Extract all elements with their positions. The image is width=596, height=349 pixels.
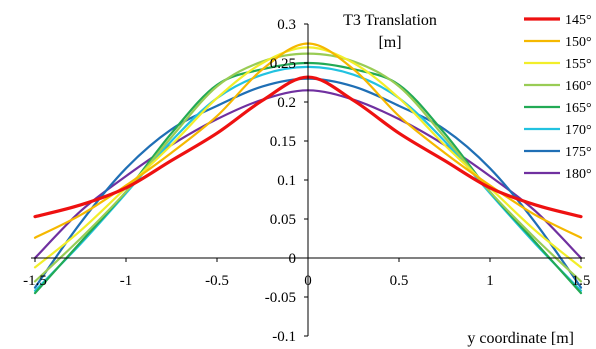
y-tick-label: -0.1	[272, 329, 296, 345]
y-tick-label: 0	[289, 251, 297, 267]
y-tick-label: 0.25	[270, 56, 296, 72]
y-tick-label: -0.05	[265, 290, 296, 306]
legend-label: 165°	[565, 101, 592, 116]
x-tick-label: 0	[304, 273, 312, 289]
tick-layer: -0.1 -0.05 0 0.05 0.1 0.15 0.2 0.25 0.3 -1.5 -1 -0.…	[23, 17, 590, 345]
x-tick-label: -1.5	[23, 273, 47, 289]
legend-label: 150°	[565, 35, 592, 50]
y-tick-label: 0.1	[277, 173, 296, 189]
legend-label: 170°	[565, 123, 592, 138]
y-tick-label: 0.2	[277, 95, 296, 111]
y-tick-label: 0.15	[270, 134, 296, 150]
x-axis-label: y coordinate [m]	[467, 330, 574, 347]
y-tick-label: 0.3	[277, 17, 296, 33]
legend-label: 160°	[565, 79, 592, 94]
chart-title-unit: [m]	[378, 34, 401, 51]
x-tick-label: 1	[486, 273, 494, 289]
legend-label: 175°	[565, 145, 592, 160]
legend-label: 180°	[565, 167, 592, 182]
legend-label: 145°	[565, 13, 592, 28]
y-tick-label: 0.05	[270, 212, 296, 228]
chart-title: T3 Translation	[343, 12, 437, 29]
legend-label: 155°	[565, 57, 592, 72]
x-tick-label: 1.5	[572, 273, 591, 289]
legend: 145° 150° 155° 160° 165° 170° 175° 180°	[524, 13, 592, 182]
x-tick-label: 0.5	[390, 273, 409, 289]
x-tick-label: -0.5	[205, 273, 229, 289]
x-tick-label: -1	[120, 273, 133, 289]
